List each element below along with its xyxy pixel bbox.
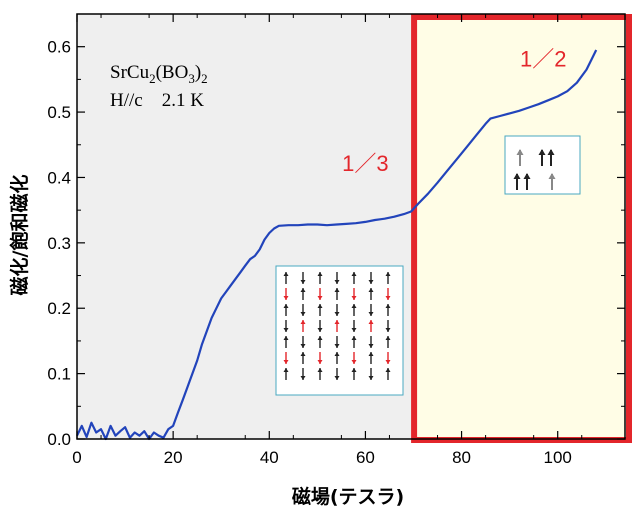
spin-arrowhead (300, 320, 306, 324)
spin-arrowhead (368, 312, 374, 316)
x-tick-label: 0 (72, 448, 81, 467)
x-tick-label: 100 (544, 448, 572, 467)
spin-arrowhead (351, 328, 357, 332)
spin-inset-one-third (275, 265, 404, 396)
spin-arrowhead (334, 288, 340, 292)
spin-arrowhead (300, 288, 306, 292)
series-line-0 (76, 49, 598, 441)
spin-arrowhead (385, 272, 391, 276)
spin-arrowhead (334, 320, 340, 324)
spin-arrowhead (283, 328, 289, 332)
spin-inset-one-half (504, 135, 581, 195)
spin-arrowhead (368, 376, 374, 380)
spin-arrowhead (351, 296, 357, 300)
spin-arrowhead (300, 352, 306, 356)
y-tick-label: 0.1 (47, 365, 71, 384)
x-axis-title: 磁場(テスラ) (292, 485, 404, 508)
spin-arrowhead (283, 304, 289, 308)
spin-arrowhead (317, 336, 323, 340)
spin-arrowhead (317, 328, 323, 332)
region-1 (411, 14, 625, 439)
spin-arrowhead (351, 272, 357, 276)
spin-arrowhead (523, 173, 531, 179)
spin-arrowhead (351, 360, 357, 364)
spin-arrowhead (300, 344, 306, 348)
spin-arrowhead (317, 296, 323, 300)
spin-arrowhead (334, 344, 340, 348)
spin-arrowhead (385, 328, 391, 332)
spin-arrowhead (351, 304, 357, 308)
spin-arrowhead (283, 368, 289, 372)
field-regions (77, 14, 632, 443)
spin-arrowhead (317, 304, 323, 308)
spin-arrowhead (334, 352, 340, 356)
x-tick-label: 40 (260, 448, 279, 467)
plot-border (76, 13, 626, 440)
spin-arrowhead (548, 173, 556, 179)
spin-arrowhead (368, 352, 374, 356)
x-tick-label: 60 (356, 448, 375, 467)
spin-arrowhead (368, 288, 374, 292)
y-tick-label: 0.2 (47, 299, 71, 318)
x-tick-label: 80 (452, 448, 471, 467)
spin-arrowhead (547, 149, 555, 155)
plateau-annotations: 1／3 1／2 (342, 46, 566, 176)
sample-compound: SrCu2(BO3)2 (110, 62, 208, 86)
spin-arrowhead (385, 296, 391, 300)
region-1-border (411, 14, 632, 443)
spin-arrowhead (368, 280, 374, 284)
series-lines (76, 49, 598, 441)
spin-arrowhead (283, 360, 289, 364)
spin-arrowhead (283, 272, 289, 276)
y-tick-label: 0.0 (47, 430, 71, 449)
spin-arrowhead (283, 336, 289, 340)
spin-arrowhead (538, 149, 546, 155)
spin-arrowhead (385, 304, 391, 308)
spin-arrowhead (334, 376, 340, 380)
y-tick-label: 0.6 (47, 38, 71, 57)
plateau-label-0: 1／3 (342, 151, 388, 176)
x-tick-label: 20 (164, 448, 183, 467)
y-tick-label: 0.5 (47, 103, 71, 122)
spin-arrowhead (300, 312, 306, 316)
spin-arrowhead (351, 336, 357, 340)
y-tick-label: 0.4 (47, 168, 71, 187)
sample-condition: H//c 2.1 K (110, 90, 204, 111)
spin-arrowhead (334, 280, 340, 284)
spin-arrowhead (513, 173, 521, 179)
spin-insets (275, 135, 581, 396)
spin-arrowhead (317, 368, 323, 372)
plateau-label-1: 1／2 (520, 46, 566, 71)
spin-arrowhead (300, 280, 306, 284)
spin-arrowhead (300, 376, 306, 380)
spin-arrowhead (385, 368, 391, 372)
axis-ticks (76, 13, 625, 440)
spin-arrowhead (317, 360, 323, 364)
spin-arrowhead (351, 368, 357, 372)
y-tick-label: 0.3 (47, 234, 71, 253)
y-axis-title: 磁化/飽和磁化 (8, 175, 31, 296)
spin-arrowhead (334, 312, 340, 316)
spin-arrowhead (283, 296, 289, 300)
spin-arrowhead (317, 272, 323, 276)
spin-arrowhead (516, 149, 524, 155)
spin-arrowhead (368, 320, 374, 324)
spin-arrowhead (385, 360, 391, 364)
spin-arrowhead (368, 344, 374, 348)
plot-frame (76, 13, 626, 440)
spin-arrowhead (385, 336, 391, 340)
inset-box (275, 265, 404, 396)
tick-labels: 0 20 40 60 80 100 0.0 0.1 0.2 0.3 0.4 0.5 0.6 (47, 38, 572, 467)
